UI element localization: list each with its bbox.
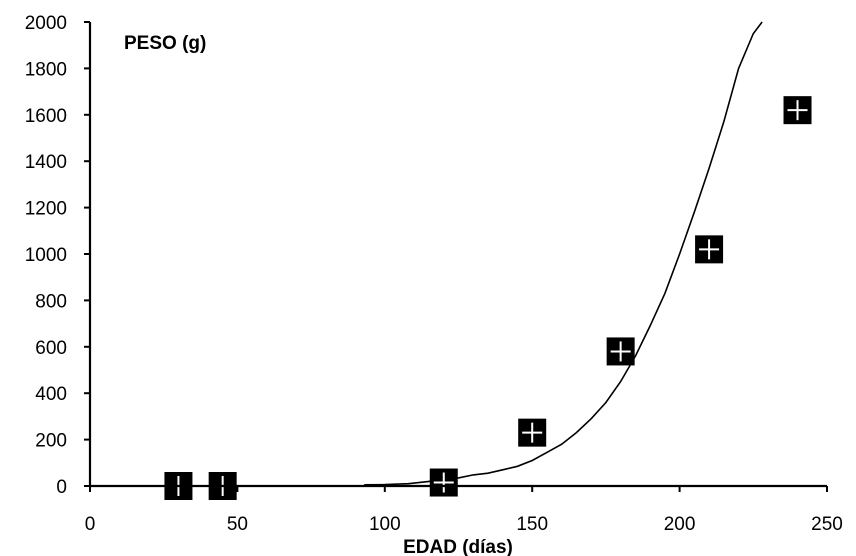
data-point: [518, 418, 547, 447]
data-point: [783, 96, 812, 125]
data-point: [606, 337, 635, 366]
y-axis-title: PESO (g): [124, 33, 206, 54]
x-tick-label: 250: [811, 514, 843, 535]
data-point: [695, 235, 724, 264]
y-tick-label: 800: [35, 291, 67, 312]
y-tick-label: 400: [35, 384, 67, 405]
plot-area: [164, 21, 812, 500]
x-axis-title: EDAD (días): [403, 537, 513, 556]
x-tick-label: 0: [85, 514, 96, 535]
y-tick-label: 1200: [25, 199, 67, 220]
y-tick-label: 200: [35, 431, 67, 452]
y-tick-label: 1400: [25, 152, 67, 173]
x-tick-label: 150: [516, 514, 548, 535]
y-tick-label: 1800: [25, 59, 67, 80]
x-tick-label: 100: [369, 514, 401, 535]
y-tick-label: 600: [35, 338, 67, 359]
x-tick-label: 50: [227, 514, 248, 535]
y-tick-label: 2000: [25, 13, 67, 34]
data-point: [429, 468, 458, 497]
x-tick-label: 200: [664, 514, 696, 535]
y-tick-label: 1000: [25, 245, 67, 266]
y-tick-label: 1600: [25, 106, 67, 127]
axes: 0 200 400 600 800 1000 1200 1400 1600 1800 2000 0 50…: [25, 13, 843, 535]
y-tick-label: 0: [56, 477, 67, 498]
